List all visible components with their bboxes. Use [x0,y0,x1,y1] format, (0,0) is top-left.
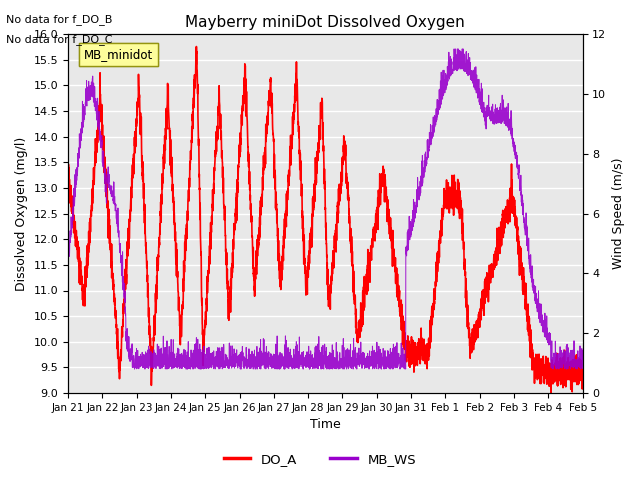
MB_WS [395,350,403,356]
Line: DO_A: DO_A [68,47,582,393]
MB_WS [130,364,138,370]
Y-axis label: Wind Speed (m/s): Wind Speed (m/s) [612,158,625,269]
MB_WS [333,358,341,363]
MB_WS [237,366,245,372]
DO_A [294,89,301,95]
Text: No data for f_DO_B: No data for f_DO_B [6,14,113,25]
MB_WS [579,357,586,363]
Legend: DO_A, MB_WS: DO_A, MB_WS [219,447,421,471]
DO_A [289,132,297,137]
X-axis label: Time: Time [310,419,340,432]
DO_A [193,44,200,49]
Legend: MB_minidot: MB_minidot [79,43,158,66]
MB_WS [289,357,297,362]
MB_WS [450,46,458,52]
Title: Mayberry miniDot Dissolved Oxygen: Mayberry miniDot Dissolved Oxygen [186,15,465,30]
MB_WS [64,253,72,259]
Text: No data for f_DO_C: No data for f_DO_C [6,34,113,45]
Line: MB_WS: MB_WS [68,49,582,369]
DO_A [130,152,138,157]
MB_WS [417,180,425,186]
DO_A [333,204,341,209]
DO_A [417,345,425,350]
DO_A [547,390,555,396]
Y-axis label: Dissolved Oxygen (mg/l): Dissolved Oxygen (mg/l) [15,136,28,291]
DO_A [64,166,72,171]
MB_WS [294,356,301,362]
DO_A [579,377,586,383]
DO_A [395,289,403,295]
